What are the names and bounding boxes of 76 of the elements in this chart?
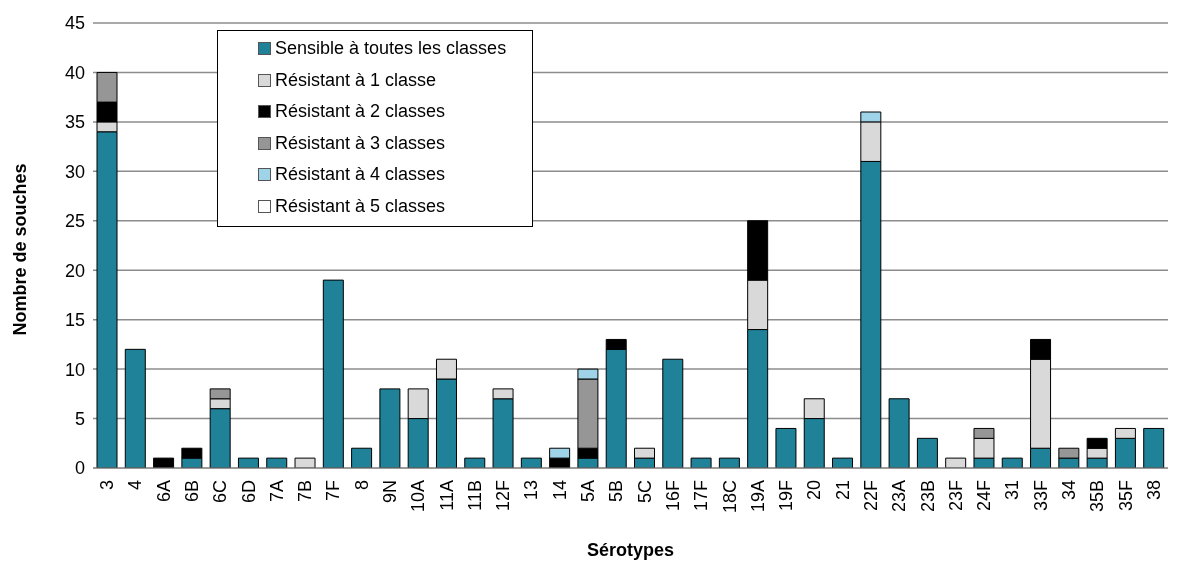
- bar: [832, 457, 854, 468]
- bar: [1001, 457, 1023, 468]
- x-tick-label: 14: [549, 480, 570, 501]
- x-tick-label: 7F: [323, 480, 344, 502]
- bar: [718, 457, 740, 468]
- x-tick-label: 10A: [408, 480, 429, 513]
- bar: [690, 457, 712, 468]
- x-tick-label: 23A: [889, 480, 910, 513]
- legend-label: Résistant à 2 classes: [275, 101, 446, 123]
- x-tick-label: 38: [1143, 480, 1164, 501]
- bar: [662, 358, 684, 468]
- x-tick-label: 18C: [719, 480, 740, 514]
- x-tick-label: 11B: [464, 480, 485, 511]
- bar: [1143, 427, 1165, 468]
- x-tick-label: 7B: [295, 480, 316, 503]
- y-tick-label: 20: [64, 260, 85, 281]
- x-tick-label: 6A: [153, 480, 174, 503]
- y-tick-label: 45: [64, 13, 85, 34]
- bar: [888, 398, 910, 468]
- x-tick-label: 6D: [238, 480, 259, 504]
- x-tick-label: 3: [97, 480, 118, 491]
- x-tick-label: 6B: [182, 480, 203, 503]
- x-tick-label: 33F: [1030, 480, 1051, 512]
- x-axis-title: Sérotypes: [586, 540, 675, 560]
- legend-label: Résistant à 4 classes: [275, 164, 446, 186]
- x-tick-label: 17F: [691, 480, 712, 512]
- x-tick-label: 22F: [860, 480, 881, 512]
- legend-label: Résistant à 5 classes: [275, 195, 446, 217]
- y-tick-label: 35: [64, 112, 85, 133]
- x-tick-label: 34: [1058, 480, 1079, 501]
- x-tick-label: 5C: [634, 480, 655, 504]
- y-tick-label: 0: [74, 458, 85, 479]
- x-tick-label: 5A: [578, 480, 599, 503]
- bar: [237, 457, 259, 468]
- x-tick-label: 8: [351, 480, 372, 491]
- bar: [945, 457, 967, 468]
- bar: [351, 447, 373, 468]
- bar: [464, 457, 486, 468]
- y-axis-title: Nombre de souches: [10, 163, 31, 336]
- x-tick-label: 13: [521, 480, 542, 501]
- x-tick-label: 23F: [945, 480, 966, 512]
- bar: [294, 457, 316, 468]
- x-tick-label: 6C: [210, 480, 231, 504]
- y-tick-label: 5: [74, 408, 85, 429]
- legend-label: Sensible à toutes les classes: [275, 38, 507, 60]
- x-tick-label: 35F: [1115, 480, 1136, 512]
- x-tick-label: 31: [1002, 480, 1023, 501]
- x-tick-label: 7A: [266, 480, 287, 503]
- x-tick-label: 12F: [493, 480, 514, 512]
- bar: [916, 437, 938, 468]
- y-tick-label: 40: [64, 62, 85, 83]
- bar: [124, 348, 146, 468]
- bar: [775, 427, 797, 468]
- y-tick-label: 30: [64, 161, 85, 182]
- x-tick-label: 19F: [776, 480, 797, 512]
- bar: [153, 457, 175, 468]
- x-tick-label: 20: [804, 480, 825, 501]
- x-tick-label: 19A: [747, 480, 768, 513]
- y-tick-label: 15: [64, 310, 85, 331]
- bar: [520, 457, 542, 468]
- x-tick-label: 35B: [1087, 480, 1108, 513]
- legend-label: Résistant à 1 classe: [275, 69, 437, 91]
- x-tick-label: 5B: [606, 480, 627, 503]
- bar: [266, 457, 288, 468]
- x-tick-label: 21: [832, 480, 853, 501]
- x-tick-label: 9N: [380, 480, 401, 504]
- legend-label: Résistant à 3 classes: [275, 132, 446, 154]
- x-tick-label: 23B: [917, 480, 938, 513]
- bar: [379, 388, 401, 468]
- bar: [322, 279, 344, 468]
- x-tick-label: 24F: [974, 480, 995, 512]
- x-tick-label: 4: [125, 480, 146, 491]
- y-tick-label: 25: [64, 211, 85, 232]
- y-tick-label: 10: [64, 359, 85, 380]
- x-tick-label: 11A: [436, 480, 457, 511]
- x-tick-label: 16F: [662, 480, 683, 512]
